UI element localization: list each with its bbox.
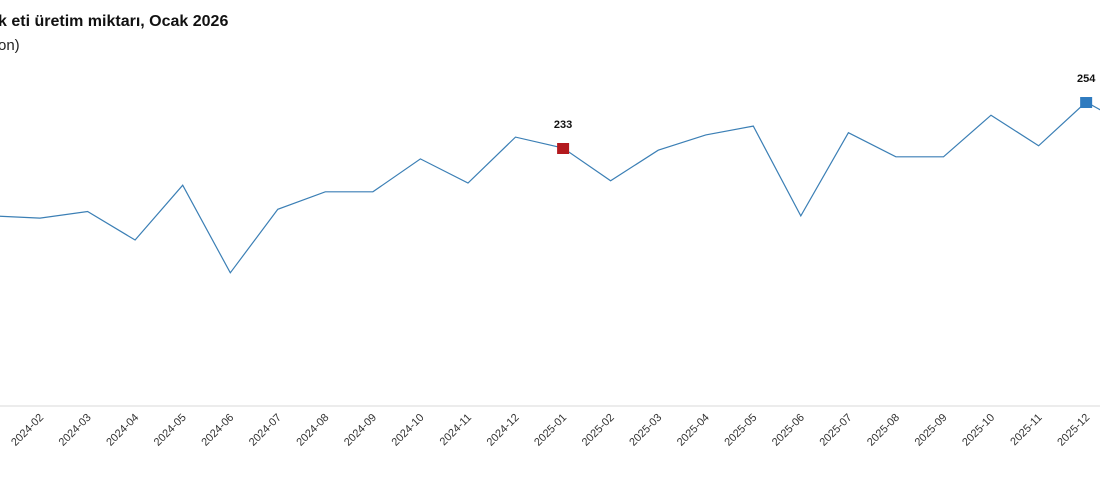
series-line xyxy=(0,101,1100,274)
data-label: 233 xyxy=(554,119,572,131)
x-tick-label: 2025-04 xyxy=(675,412,712,449)
chart-title: k eti üretim miktarı, Ocak 2026 xyxy=(0,13,229,30)
x-tick-label: 2025-10 xyxy=(960,412,997,449)
data-label: 254 xyxy=(1077,73,1096,85)
highlight-marker xyxy=(1080,97,1093,109)
x-tick-label: 2024-08 xyxy=(294,412,331,449)
x-tick-label: 2024-05 xyxy=(152,412,189,449)
x-tick-label: 2025-03 xyxy=(627,412,664,449)
chart-subtitle: on) xyxy=(0,37,20,54)
x-tick-label: 2025-11 xyxy=(1008,412,1044,448)
x-tick-label: 2024-03 xyxy=(57,412,94,449)
x-tick-label: 2024-09 xyxy=(342,412,379,449)
x-tick-label: 2025-12 xyxy=(1055,412,1092,449)
x-tick-label: 2025-01 xyxy=(532,412,569,449)
x-tick-label: 2024-07 xyxy=(247,412,284,449)
x-tick-label: 2024-02 xyxy=(9,412,46,449)
x-tick-label: 2024-11 xyxy=(438,412,474,448)
highlight-marker xyxy=(557,143,570,154)
x-tick-label: 2025-05 xyxy=(722,412,759,449)
x-tick-label: 2025-06 xyxy=(770,412,807,449)
x-tick-label: 2025-09 xyxy=(913,412,950,449)
x-tick-label: 2024-06 xyxy=(199,412,236,449)
x-tick-label: 2024-10 xyxy=(390,412,427,449)
x-tick-label: 2025-07 xyxy=(817,412,854,449)
x-tick-label: 2024-04 xyxy=(104,412,141,449)
x-tick-label: 2025-08 xyxy=(865,412,902,449)
x-tick-label: 2025-02 xyxy=(580,412,617,449)
x-tick-label: 2024-12 xyxy=(485,412,522,449)
